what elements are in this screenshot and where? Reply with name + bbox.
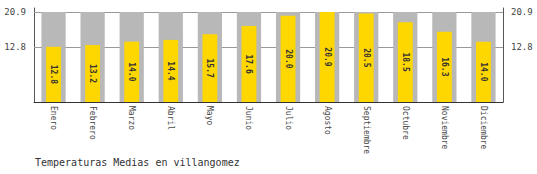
svg-text:Febrero: Febrero (88, 106, 97, 140)
svg-text:14.0: 14.0 (127, 62, 136, 81)
svg-text:20.9: 20.9 (323, 47, 332, 66)
svg-text:Enero: Enero (49, 106, 58, 130)
svg-text:20.5: 20.5 (362, 48, 371, 67)
svg-text:15.7: 15.7 (205, 59, 214, 78)
svg-text:20.9: 20.9 (4, 7, 26, 17)
svg-text:14.4: 14.4 (166, 61, 175, 80)
svg-text:Abril: Abril (166, 106, 175, 130)
svg-text:17.6: 17.6 (244, 54, 253, 73)
svg-text:Junio: Junio (244, 106, 253, 130)
svg-text:Marzo: Marzo (127, 106, 136, 130)
svg-text:12.8: 12.8 (49, 65, 58, 84)
svg-text:Septiembre: Septiembre (362, 106, 371, 154)
svg-text:20.0: 20.0 (284, 49, 293, 68)
svg-text:Temperaturas Medias en villang: Temperaturas Medias en villangomez (35, 157, 240, 168)
svg-text:18.5: 18.5 (401, 52, 410, 71)
svg-text:12.8: 12.8 (4, 42, 26, 52)
svg-text:13.2: 13.2 (88, 64, 97, 83)
svg-text:Noviembre: Noviembre (440, 106, 449, 150)
svg-text:Julio: Julio (284, 106, 293, 130)
svg-text:20.9: 20.9 (511, 7, 533, 17)
svg-text:Octubre: Octubre (401, 106, 410, 140)
svg-text:16.3: 16.3 (440, 57, 449, 76)
svg-text:Mayo: Mayo (205, 106, 214, 125)
svg-text:12.8: 12.8 (511, 42, 533, 52)
svg-text:Agosto: Agosto (323, 106, 332, 135)
svg-text:Diciembre: Diciembre (479, 106, 488, 150)
svg-text:14.0: 14.0 (479, 62, 488, 81)
